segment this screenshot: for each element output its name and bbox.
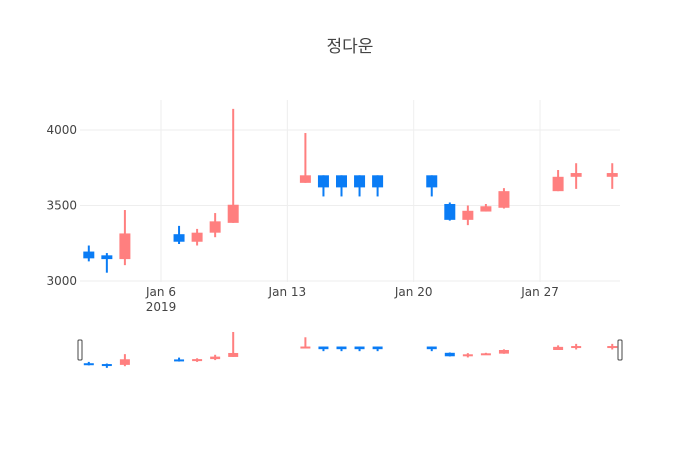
slider-candle — [228, 331, 239, 357]
slider-candle — [571, 343, 582, 350]
candle — [354, 175, 366, 197]
x-tick-label: Jan 13 — [268, 285, 307, 299]
candle — [498, 188, 510, 209]
slider-candle — [372, 346, 383, 352]
chart-title: 정다운 — [326, 37, 374, 57]
range-slider-left-handle[interactable] — [77, 339, 83, 361]
candle — [119, 210, 131, 266]
candle — [570, 163, 582, 189]
range-slider-right-handle[interactable] — [617, 339, 623, 361]
x-tick-label: Jan 20 — [394, 285, 433, 299]
x-tick-year: 2019 — [146, 300, 177, 314]
slider-candle — [83, 361, 94, 366]
slider-candle — [607, 343, 618, 350]
slider-candle — [480, 352, 491, 356]
slider-candle — [192, 358, 203, 362]
slider-candle — [300, 337, 311, 349]
candle — [317, 175, 329, 197]
slider-candle — [354, 346, 365, 352]
x-tick-label: Jan 6 — [145, 285, 176, 299]
slider-candle — [498, 349, 509, 354]
slider-candle — [119, 354, 130, 367]
y-axis: 3000 3500 4000 — [46, 123, 77, 288]
slider-candle — [174, 357, 185, 362]
candle — [480, 203, 492, 212]
candle — [372, 175, 384, 197]
candle — [462, 205, 474, 226]
candle — [336, 175, 347, 197]
candle — [552, 170, 564, 192]
candle — [299, 133, 311, 183]
candle — [191, 228, 203, 246]
candle — [606, 163, 618, 189]
range-slider[interactable] — [77, 331, 623, 368]
y-tick-label: 3000 — [46, 274, 77, 288]
slider-candle — [553, 345, 564, 350]
candles-main — [83, 108, 618, 273]
y-tick-label: 4000 — [46, 123, 77, 137]
slider-candle — [318, 346, 329, 352]
x-tick-label: Jan 27 — [520, 285, 559, 299]
candle — [444, 202, 456, 221]
slider-candle — [210, 354, 221, 361]
y-tick-label: 3500 — [46, 199, 77, 213]
slider-candle — [426, 346, 437, 352]
grid-lines — [80, 100, 620, 282]
slider-candle — [462, 353, 473, 358]
candle — [426, 175, 438, 197]
candle — [101, 253, 113, 273]
candle — [209, 213, 221, 238]
range-slider-candles — [83, 331, 618, 368]
slider-candle — [336, 346, 347, 352]
candle — [173, 225, 185, 245]
slider-candle — [444, 352, 455, 357]
slider-candle — [101, 363, 112, 368]
candle — [83, 245, 95, 262]
candle — [227, 108, 239, 223]
